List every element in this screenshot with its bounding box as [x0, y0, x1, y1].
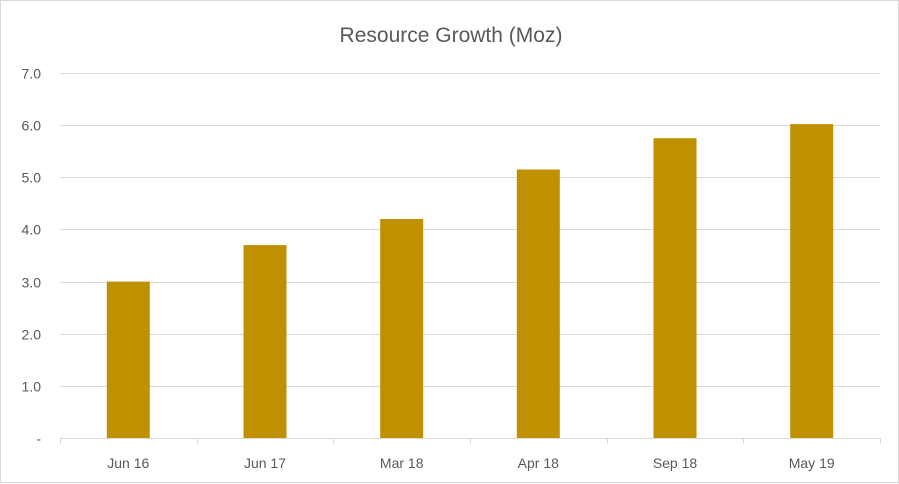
- x-tick-label: Mar 18: [380, 455, 424, 471]
- x-tick-label: Apr 18: [518, 455, 559, 471]
- y-axis: - 1.0 2.0 3.0 4.0 5.0 6.0 7.0: [22, 66, 42, 447]
- y-tick-label: 5.0: [22, 170, 42, 186]
- bars: [106, 124, 834, 438]
- chart-title: Resource Growth (Moz): [340, 24, 563, 47]
- x-tick-label: May 19: [789, 455, 835, 471]
- y-tick-label: 2.0: [22, 327, 42, 343]
- y-tick-label: 7.0: [22, 66, 42, 82]
- x-tick-label: Jun 17: [244, 455, 286, 471]
- y-tick-label: 1.0: [22, 379, 42, 395]
- bar-may-19: [790, 124, 834, 438]
- y-tick-label: 6.0: [22, 118, 42, 134]
- bar-jun-17: [243, 245, 287, 438]
- x-axis: Jun 16 Jun 17 Mar 18 Apr 18 Sep 18 May 19: [60, 438, 881, 471]
- x-tick-label: Jun 16: [107, 455, 149, 471]
- x-tick-label: Sep 18: [653, 455, 698, 471]
- bar-jun-16: [106, 281, 150, 438]
- bar-apr-18: [516, 169, 560, 438]
- y-tick-label: -: [36, 431, 41, 447]
- y-tick-label: 4.0: [22, 222, 42, 238]
- bar-sep-18: [653, 138, 697, 438]
- gridlines: [60, 73, 880, 387]
- bar-mar-18: [380, 219, 424, 438]
- y-tick-label: 3.0: [22, 275, 42, 291]
